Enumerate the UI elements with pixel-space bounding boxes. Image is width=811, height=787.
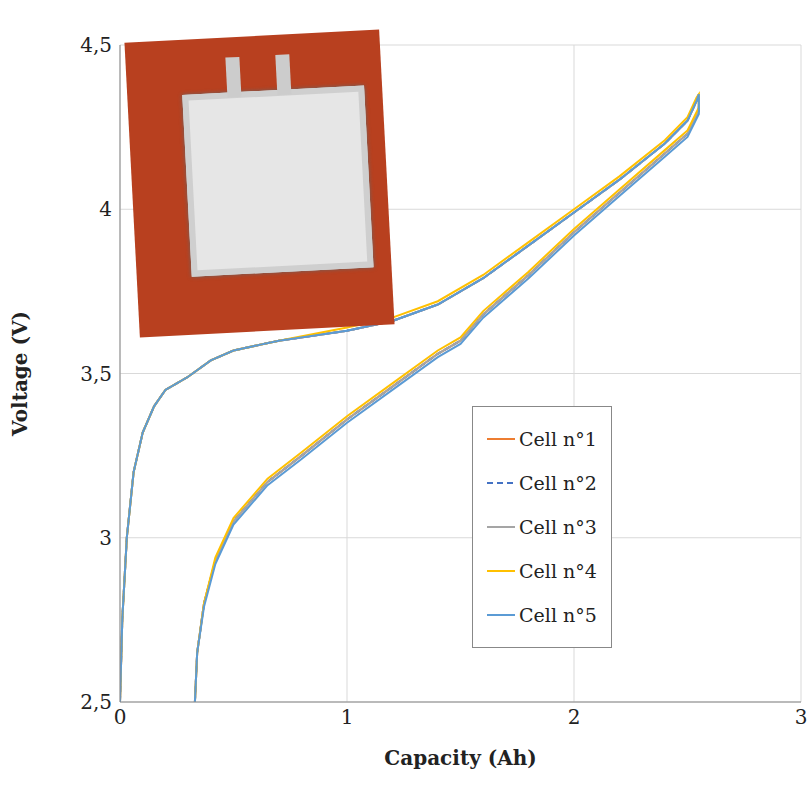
svg-text:3: 3: [795, 705, 808, 729]
svg-text:4: 4: [99, 197, 112, 221]
svg-text:2,5: 2,5: [80, 690, 112, 714]
svg-text:3: 3: [99, 526, 112, 550]
svg-text:4,5: 4,5: [80, 33, 112, 57]
html-text:Cell n°1: Cell n°1: [519, 428, 597, 451]
html-text:Cell n°4: Cell n°4: [519, 560, 597, 583]
svg-text:3,5: 3,5: [80, 362, 112, 386]
html-text:Cell n°3: Cell n°3: [519, 516, 597, 539]
svg-text:Capacity (Ah): Capacity (Ah): [384, 746, 536, 770]
svg-text:2: 2: [568, 705, 581, 729]
svg-text:1: 1: [341, 705, 354, 729]
svg-text:0: 0: [114, 705, 127, 729]
html-text:Cell n°5: Cell n°5: [519, 604, 597, 627]
svg-text:Voltage (V): Voltage (V): [8, 311, 32, 437]
html-text:Cell n°2: Cell n°2: [519, 472, 597, 495]
